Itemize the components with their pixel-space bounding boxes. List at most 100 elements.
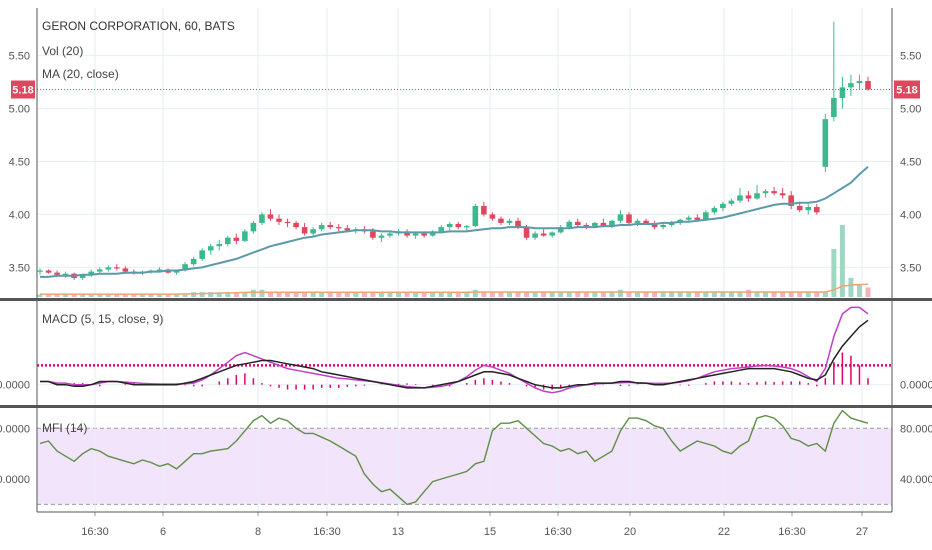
volume-bar bbox=[344, 292, 350, 297]
candle-layer bbox=[37, 21, 871, 281]
candle-body bbox=[856, 81, 863, 84]
candle-body bbox=[668, 222, 675, 226]
last-price-tag-right bbox=[894, 80, 920, 99]
volume-bar bbox=[839, 225, 845, 297]
candle-body bbox=[660, 225, 666, 228]
volume-layer bbox=[37, 225, 871, 297]
volume-bar bbox=[814, 292, 820, 297]
volume-bar bbox=[583, 292, 589, 297]
candle-body bbox=[711, 208, 718, 213]
candle-body bbox=[848, 83, 854, 88]
volume-bar bbox=[216, 292, 222, 297]
x-tick-label: 13 bbox=[392, 526, 404, 538]
volume-bar bbox=[46, 294, 52, 297]
volume-bar bbox=[404, 292, 410, 297]
volume-bar bbox=[805, 292, 811, 297]
candle-body bbox=[865, 81, 871, 90]
macd-y-tick-right: 0.0000 bbox=[900, 380, 932, 392]
candle-body bbox=[626, 214, 632, 223]
candle-body bbox=[429, 231, 436, 236]
x-tick-label: 22 bbox=[718, 526, 730, 538]
volume-bar bbox=[233, 292, 239, 297]
candle-body bbox=[335, 227, 342, 229]
macd-y-tick-left: 0.0000 bbox=[0, 380, 30, 392]
candle-body bbox=[62, 273, 69, 275]
volume-bar bbox=[208, 292, 214, 297]
volume-bar bbox=[737, 292, 743, 297]
mfi-line bbox=[39, 409, 869, 506]
candle-body bbox=[540, 233, 547, 236]
candle-body bbox=[327, 225, 334, 228]
volume-bar bbox=[319, 292, 325, 297]
volume-bar bbox=[421, 292, 427, 297]
volume-bar bbox=[199, 292, 205, 297]
candle-body bbox=[387, 233, 393, 236]
volume-bar bbox=[378, 292, 384, 297]
candle-body bbox=[549, 232, 555, 236]
mfi-y-tick-right: 40.0000 bbox=[900, 474, 932, 486]
candle-body bbox=[813, 207, 820, 213]
volume-bar bbox=[524, 292, 530, 297]
candle-body bbox=[779, 193, 786, 196]
candle-body bbox=[481, 205, 487, 215]
candle-body bbox=[737, 195, 743, 201]
candle-body bbox=[822, 119, 829, 167]
volume-bar bbox=[652, 292, 658, 297]
candle-body bbox=[489, 214, 496, 219]
macd-line bbox=[40, 319, 869, 389]
candle-body bbox=[224, 237, 231, 245]
x-tick-label: 16:30 bbox=[81, 526, 109, 538]
candle-body bbox=[762, 191, 769, 194]
ma-line bbox=[40, 166, 869, 278]
volume-bar bbox=[677, 292, 683, 297]
volume-bar bbox=[575, 292, 581, 297]
mfi-legend: MFI (14) bbox=[42, 421, 87, 435]
candle-body bbox=[318, 225, 325, 230]
candle-body bbox=[523, 227, 530, 238]
ma-legend: MA (20, close) bbox=[42, 67, 119, 81]
candle-body bbox=[267, 214, 274, 219]
volume-bar bbox=[97, 294, 103, 297]
candle-body bbox=[421, 233, 427, 236]
candle-body bbox=[412, 233, 419, 236]
candle-body bbox=[242, 231, 248, 241]
volume-ma-line bbox=[40, 283, 869, 295]
candle-body bbox=[37, 270, 43, 272]
candle-body bbox=[105, 267, 112, 270]
volume-bar bbox=[387, 292, 393, 297]
y-tick-label-right: 4.50 bbox=[900, 156, 921, 168]
candle-body bbox=[446, 223, 453, 228]
last-price-label-left: 5.18 bbox=[12, 85, 33, 97]
volume-bar bbox=[780, 292, 786, 297]
candle-body bbox=[88, 271, 95, 275]
volume-legend: Vol (20) bbox=[42, 44, 83, 58]
volume-bar bbox=[617, 289, 623, 297]
candle-body bbox=[831, 97, 837, 118]
y-tick-label-left: 4.50 bbox=[9, 156, 30, 168]
candle-body bbox=[79, 274, 86, 278]
volume-bar bbox=[285, 292, 291, 297]
candle-body bbox=[788, 195, 794, 206]
y-tick-label-right: 3.50 bbox=[900, 262, 921, 274]
volume-bar bbox=[481, 292, 487, 297]
candle-body bbox=[370, 231, 376, 238]
candle-body bbox=[805, 207, 812, 211]
volume-bar bbox=[635, 292, 641, 297]
candle-body bbox=[583, 225, 590, 227]
y-tick-label-right: 5.00 bbox=[900, 104, 921, 116]
candle-body bbox=[472, 205, 479, 227]
volume-bar bbox=[763, 292, 769, 297]
x-tick-label: 16:30 bbox=[313, 526, 341, 538]
volume-bar bbox=[148, 294, 154, 297]
candle-body bbox=[771, 191, 777, 194]
candle-body bbox=[310, 229, 316, 234]
candle-body bbox=[156, 269, 163, 271]
volume-bar bbox=[139, 294, 145, 297]
macd-legend: MACD (5, 15, close, 9) bbox=[42, 312, 163, 326]
mfi-y-tick-left: 40.0000 bbox=[0, 474, 30, 486]
mfi-band-layer bbox=[37, 427, 892, 505]
x-tick-label: 15 bbox=[484, 526, 496, 538]
x-tick-label: 6 bbox=[160, 526, 166, 538]
volume-bar bbox=[88, 294, 94, 297]
volume-bar bbox=[157, 294, 163, 297]
